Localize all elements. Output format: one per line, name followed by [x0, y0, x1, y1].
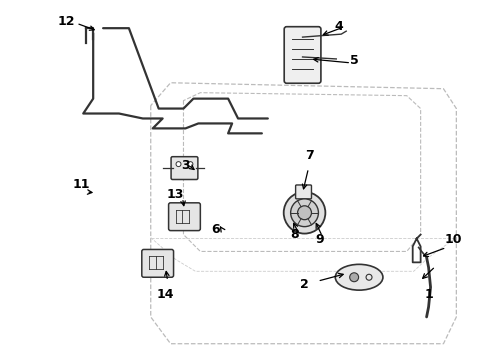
FancyBboxPatch shape: [142, 249, 173, 277]
Text: 13: 13: [167, 188, 184, 201]
Text: 4: 4: [335, 20, 343, 33]
Text: 3: 3: [181, 159, 190, 172]
Circle shape: [297, 206, 312, 220]
Circle shape: [176, 162, 181, 167]
Text: 11: 11: [73, 179, 90, 192]
FancyBboxPatch shape: [169, 203, 200, 231]
FancyBboxPatch shape: [284, 27, 321, 83]
Text: 9: 9: [315, 233, 324, 246]
Text: 14: 14: [157, 288, 174, 301]
Text: 8: 8: [290, 228, 299, 241]
Text: 1: 1: [424, 288, 433, 301]
Circle shape: [350, 273, 359, 282]
FancyBboxPatch shape: [295, 185, 312, 199]
Text: 2: 2: [300, 278, 309, 291]
Text: 7: 7: [305, 149, 314, 162]
Text: 6: 6: [211, 223, 220, 236]
FancyBboxPatch shape: [171, 157, 198, 180]
Text: 5: 5: [350, 54, 359, 67]
Circle shape: [188, 162, 193, 167]
Text: 10: 10: [444, 233, 462, 246]
Ellipse shape: [335, 264, 383, 290]
Circle shape: [291, 199, 318, 227]
Text: 12: 12: [58, 15, 75, 28]
Circle shape: [284, 192, 325, 234]
